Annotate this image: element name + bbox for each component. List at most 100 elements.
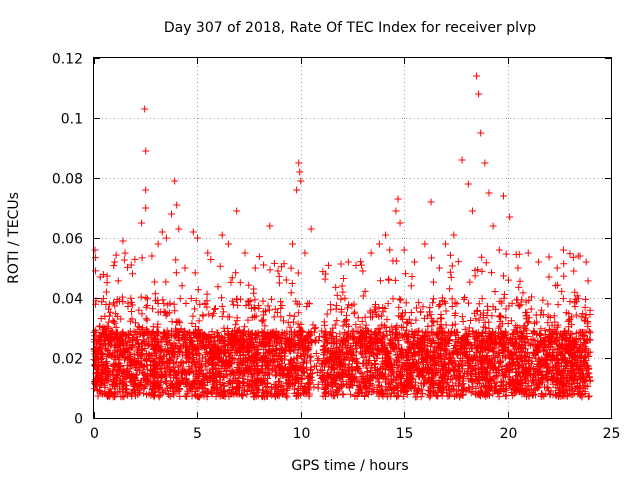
data-point xyxy=(358,369,366,377)
data-point xyxy=(578,365,586,373)
data-point xyxy=(379,308,387,316)
data-point xyxy=(316,333,324,341)
data-point xyxy=(329,392,337,400)
data-point xyxy=(558,287,566,295)
data-point xyxy=(428,322,436,330)
data-point xyxy=(458,313,466,321)
data-point xyxy=(175,225,183,233)
data-point xyxy=(218,231,226,239)
data-point xyxy=(420,333,428,341)
x-axis-label: GPS time / hours xyxy=(291,458,408,474)
data-point xyxy=(337,260,345,268)
data-point xyxy=(504,276,512,284)
data-point xyxy=(162,234,170,242)
data-point xyxy=(577,341,585,349)
data-point xyxy=(584,322,592,330)
data-point xyxy=(238,331,246,339)
data-point xyxy=(352,321,360,329)
data-point xyxy=(266,222,274,230)
data-point xyxy=(245,281,253,289)
data-point xyxy=(577,353,585,361)
data-point xyxy=(172,269,180,277)
data-point xyxy=(176,295,184,303)
data-point xyxy=(297,177,305,185)
data-point xyxy=(454,258,462,266)
data-point xyxy=(123,263,131,271)
data-point xyxy=(210,305,218,313)
data-point xyxy=(559,246,567,254)
data-point xyxy=(577,313,585,321)
data-point xyxy=(156,365,164,373)
data-point xyxy=(96,344,104,352)
data-point xyxy=(396,295,404,303)
data-point xyxy=(306,357,314,365)
data-point xyxy=(398,309,406,317)
data-point xyxy=(254,302,262,310)
data-point xyxy=(129,270,137,278)
data-point xyxy=(389,295,397,303)
data-point xyxy=(401,331,409,339)
data-point xyxy=(97,315,105,323)
data-point xyxy=(212,371,220,379)
data-point xyxy=(111,258,119,266)
data-point xyxy=(343,316,351,324)
data-point xyxy=(241,323,249,331)
data-point xyxy=(497,312,505,320)
data-point xyxy=(131,392,139,400)
data-point xyxy=(172,256,180,264)
data-point xyxy=(171,372,179,380)
data-point xyxy=(333,391,341,399)
data-point xyxy=(358,318,366,326)
data-point xyxy=(557,362,565,370)
data-point xyxy=(460,295,468,303)
data-point xyxy=(280,365,288,373)
data-point xyxy=(477,129,485,137)
data-point xyxy=(539,296,547,304)
data-point xyxy=(464,180,472,188)
data-point xyxy=(367,249,375,257)
data-point xyxy=(571,288,579,296)
data-point xyxy=(269,362,277,370)
data-point xyxy=(172,358,180,366)
data-point xyxy=(407,282,415,290)
data-point xyxy=(489,222,497,230)
data-point xyxy=(294,269,302,277)
data-point xyxy=(151,278,159,286)
data-point xyxy=(531,385,539,393)
data-point xyxy=(468,376,476,384)
data-point xyxy=(130,350,138,358)
data-point xyxy=(392,207,400,215)
data-point xyxy=(232,269,240,277)
data-point xyxy=(382,231,390,239)
data-point xyxy=(472,315,480,323)
data-point xyxy=(319,268,327,276)
data-point xyxy=(354,359,362,367)
data-points xyxy=(90,72,594,401)
data-point xyxy=(447,251,455,259)
data-point xyxy=(493,353,501,361)
y-tick-label: 0.02 xyxy=(52,352,83,368)
data-point xyxy=(270,259,278,267)
data-point xyxy=(552,392,560,400)
data-point xyxy=(277,298,285,306)
data-point xyxy=(252,312,260,320)
data-point xyxy=(127,261,135,269)
data-point xyxy=(450,231,458,239)
data-point xyxy=(339,322,347,330)
data-point xyxy=(495,393,503,401)
data-point xyxy=(297,320,305,328)
data-point xyxy=(280,356,288,364)
data-point xyxy=(160,351,168,359)
data-point xyxy=(505,351,513,359)
data-point xyxy=(123,388,131,396)
data-point xyxy=(430,295,438,303)
data-point xyxy=(546,314,554,322)
data-point xyxy=(576,334,584,342)
data-point xyxy=(103,279,111,287)
data-point xyxy=(219,358,227,366)
data-point xyxy=(293,186,301,194)
data-point xyxy=(573,292,581,300)
data-point xyxy=(214,283,222,291)
data-point xyxy=(585,327,593,335)
data-point xyxy=(481,159,489,167)
